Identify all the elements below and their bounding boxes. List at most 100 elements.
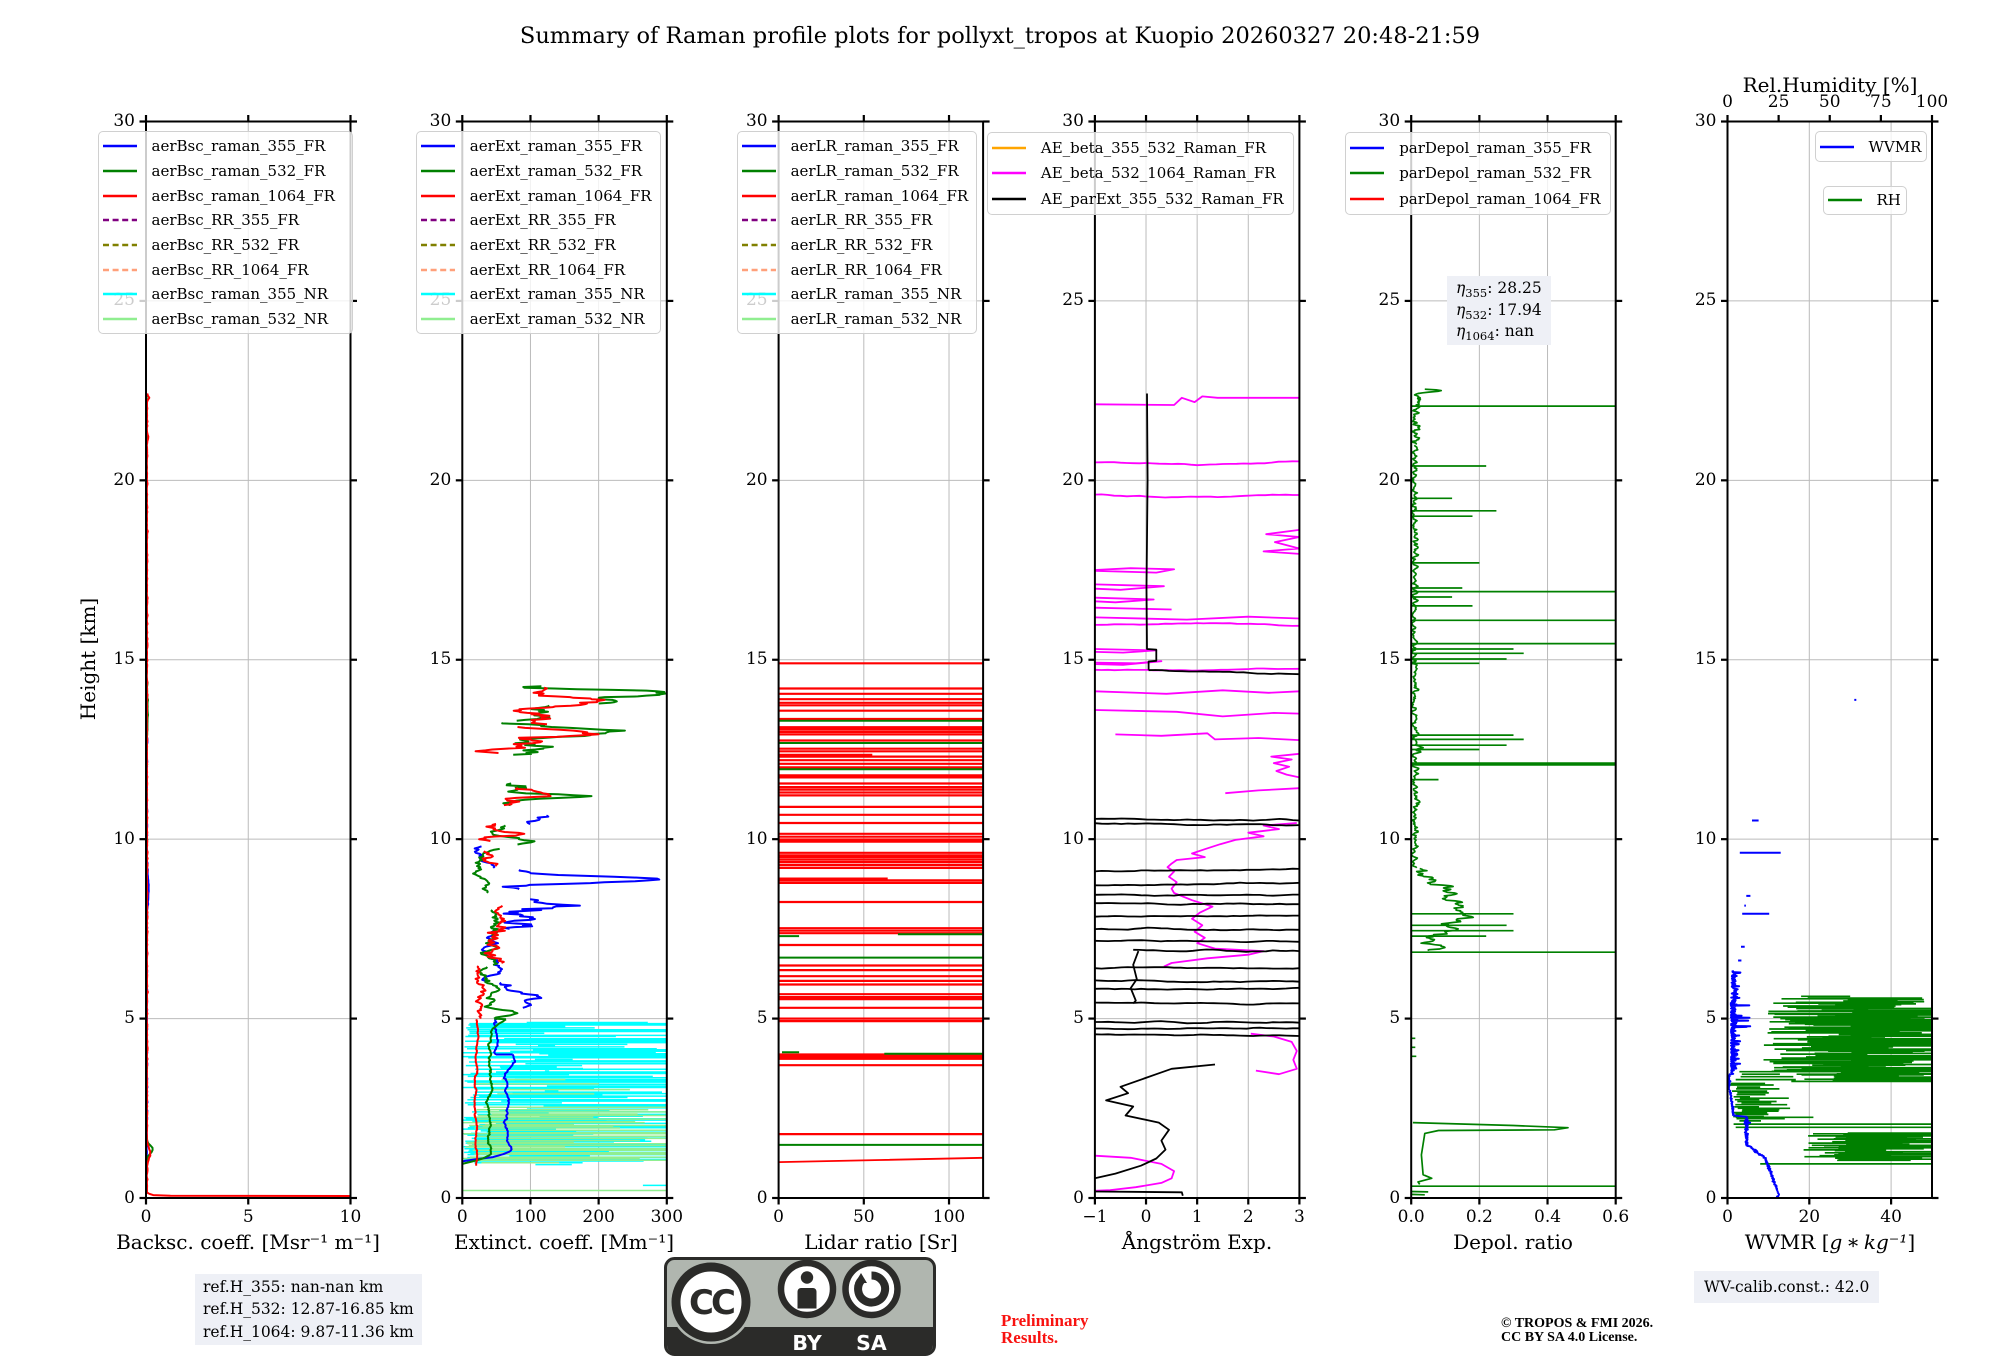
ytick-depol-0: 0 bbox=[1389, 1187, 1401, 1208]
xtick-ext-3: 300 bbox=[650, 1206, 684, 1227]
legend-label: aerLR_RR_1064_FR bbox=[790, 260, 942, 279]
eta-532: η532: 17.94 bbox=[1456, 300, 1542, 322]
legend-line-aerExt_raman_355_FR bbox=[420, 144, 455, 148]
legend-entry-AE_beta_355_532_Raman_FR: AE_beta_355_532_Raman_FR bbox=[988, 135, 1293, 161]
xlabel-depol: Depol. ratio bbox=[1453, 1230, 1573, 1254]
sa-arrow-icon bbox=[842, 1259, 901, 1319]
legend-wvmr-2: RH bbox=[1822, 185, 1907, 215]
legend-label: AE_beta_355_532_Raman_FR bbox=[1040, 138, 1266, 157]
legend-line-aerBsc_raman_532_NR bbox=[102, 317, 137, 321]
ytick-ext-10: 10 bbox=[429, 828, 452, 849]
xtick-ae-4: 3 bbox=[1293, 1206, 1305, 1227]
ytick-ext-30: 30 bbox=[429, 111, 452, 131]
legend-label: aerExt_raman_532_FR bbox=[469, 161, 642, 180]
ticks-lr bbox=[772, 115, 990, 1205]
grid-ae bbox=[1094, 121, 1300, 1198]
xtick-backsc-1: 5 bbox=[242, 1206, 254, 1227]
legend-line-AE_beta_532_1064_Raman_FR bbox=[991, 172, 1026, 175]
xlabel-wvmr-suffix: ] bbox=[1907, 1230, 1916, 1254]
legend-label: aerExt_raman_355_NR bbox=[469, 285, 645, 304]
legend-label: AE_beta_532_1064_Raman_FR bbox=[1040, 164, 1276, 183]
series-aerLR_raman_1064_FR bbox=[778, 662, 984, 1136]
legend-label: aerBsc_raman_355_NR bbox=[151, 285, 329, 304]
ytick-depol-15: 15 bbox=[1378, 649, 1401, 670]
xlabel-wvmr-prefix: WVMR [ bbox=[1744, 1230, 1830, 1254]
legend-entry-aerBsc_raman_532_FR: aerBsc_raman_532_FR bbox=[99, 158, 353, 183]
legend-line-aerExt_RR_355_FR bbox=[420, 219, 455, 222]
legend-entry-aerExt_RR_1064_FR: aerExt_RR_1064_FR bbox=[417, 257, 660, 282]
eta-value: : nan bbox=[1494, 322, 1534, 341]
xtick-ext-1: 100 bbox=[514, 1206, 547, 1227]
ref-height-annotation: ref.H_355: nan-nan km ref.H_532: 12.87-1… bbox=[195, 1274, 422, 1346]
eta-subscript: 532 bbox=[1465, 307, 1488, 322]
xtick-ext-2: 200 bbox=[582, 1206, 615, 1227]
legend-entry-aerBsc_raman_532_NR: aerBsc_raman_532_NR bbox=[99, 307, 353, 332]
eta-symbol: η bbox=[1456, 279, 1466, 297]
toptick-0: 0 bbox=[1722, 92, 1733, 112]
xtick-ae-0: −1 bbox=[1082, 1206, 1108, 1227]
legend-line-aerLR_RR_1064_FR bbox=[741, 268, 776, 271]
legend-backsc: aerBsc_raman_355_FR aerBsc_raman_532_FR ae… bbox=[97, 130, 353, 335]
by-text: BY bbox=[792, 1331, 823, 1355]
legend-line-aerLR_raman_532_NR bbox=[741, 317, 776, 321]
legend-line-aerBsc_raman_1064_FR bbox=[102, 194, 137, 197]
legend-entry-aerBsc_raman_1064_FR: aerBsc_raman_1064_FR bbox=[99, 183, 353, 208]
legend-label: aerBsc_raman_1064_FR bbox=[151, 186, 335, 205]
ytick-lr-30: 30 bbox=[745, 111, 768, 131]
xlabel-wvmr-math: g ∗ kg⁻¹ bbox=[1829, 1230, 1908, 1254]
eta-symbol: η bbox=[1456, 322, 1466, 341]
ytick-ae-0: 0 bbox=[1073, 1187, 1084, 1208]
series-parDepol_raman_532_FR_spikes bbox=[1411, 405, 1616, 1188]
preliminary-line-1: Preliminary bbox=[1001, 1311, 1089, 1330]
legend-entry-WVMR: WVMR bbox=[1816, 134, 1926, 159]
legend-label: aerBsc_RR_355_FR bbox=[151, 211, 300, 230]
legend-line-aerExt_raman_532_FR bbox=[420, 169, 455, 173]
eta-subscript: 1064 bbox=[1465, 329, 1495, 344]
legend-line-aerBsc_RR_532_FR bbox=[102, 243, 137, 247]
legend-label: aerLR_RR_532_FR bbox=[790, 235, 933, 254]
ytick-lr-15: 15 bbox=[745, 649, 768, 670]
xtick-backsc-2: 10 bbox=[339, 1206, 362, 1227]
legend-entry-aerLR_raman_1064_FR: aerLR_raman_1064_FR bbox=[738, 183, 976, 208]
ytick-ae-25: 25 bbox=[1062, 290, 1084, 311]
legend-entry-parDepol_raman_532_FR: parDepol_raman_532_FR bbox=[1346, 160, 1610, 186]
legend-entry-aerExt_RR_532_FR: aerExt_RR_532_FR bbox=[417, 233, 660, 258]
legend-line-aerLR_raman_1064_FR bbox=[741, 194, 776, 197]
series-wvmr bbox=[1727, 698, 1932, 1198]
ref-height-355: ref.H_355: nan-nan km bbox=[203, 1278, 384, 1296]
toptick-3: 75 bbox=[1870, 92, 1892, 112]
legend-label: aerExt_raman_532_NR bbox=[469, 309, 645, 328]
xtick-ae-3: 2 bbox=[1242, 1206, 1254, 1227]
series-WVMR bbox=[1727, 698, 1857, 1198]
ytick-wvmr-20: 20 bbox=[1694, 469, 1717, 490]
eta-subscript: 355 bbox=[1465, 286, 1488, 301]
legend-label: parDepol_raman_355_FR bbox=[1399, 138, 1592, 157]
legend-line-WVMR bbox=[1819, 145, 1854, 149]
ytick-backsc-5: 5 bbox=[124, 1008, 135, 1029]
xtick-depol-3: 0.6 bbox=[1602, 1206, 1630, 1227]
wv-calib-annotation: WV-calib.const.: 42.0 bbox=[1694, 1271, 1880, 1303]
legend-line-aerLR_raman_355_FR bbox=[741, 144, 776, 148]
legend-line-aerExt_RR_532_FR bbox=[420, 243, 455, 247]
ytick-lr-20: 20 bbox=[745, 469, 768, 490]
legend-label: aerBsc_raman_532_NR bbox=[151, 309, 329, 328]
eta-1064: η1064: nan bbox=[1456, 321, 1542, 343]
legend-line-AE_beta_355_532_Raman_FR bbox=[991, 146, 1026, 149]
legend-entry-aerExt_RR_355_FR: aerExt_RR_355_FR bbox=[417, 208, 660, 233]
legend-depol: parDepol_raman_355_FR parDepol_raman_532_… bbox=[1345, 131, 1612, 215]
legend-label: RH bbox=[1876, 191, 1901, 210]
legend-label: aerLR_raman_532_FR bbox=[790, 161, 959, 180]
legend-entry-aerExt_raman_532_FR: aerExt_raman_532_FR bbox=[417, 158, 660, 183]
ytick-ext-5: 5 bbox=[440, 1008, 452, 1029]
ytick-depol-30: 30 bbox=[1378, 111, 1401, 131]
ref-height-532: ref.H_532: 12.87-16.85 km bbox=[203, 1300, 414, 1319]
legend-label: aerExt_raman_355_FR bbox=[469, 137, 642, 156]
ytick-ext-15: 15 bbox=[429, 649, 452, 670]
series-ae bbox=[1094, 393, 1300, 1197]
top-axis-label: Rel.Humidity [%] bbox=[1742, 73, 1918, 97]
ytick-depol-10: 10 bbox=[1378, 828, 1401, 849]
eta-value: : 17.94 bbox=[1487, 300, 1542, 319]
legend-lr: aerLR_raman_355_FR aerLR_raman_532_FR aerL… bbox=[736, 130, 977, 335]
legend-ae: AE_beta_355_532_Raman_FR AE_beta_532_1064… bbox=[986, 131, 1294, 215]
